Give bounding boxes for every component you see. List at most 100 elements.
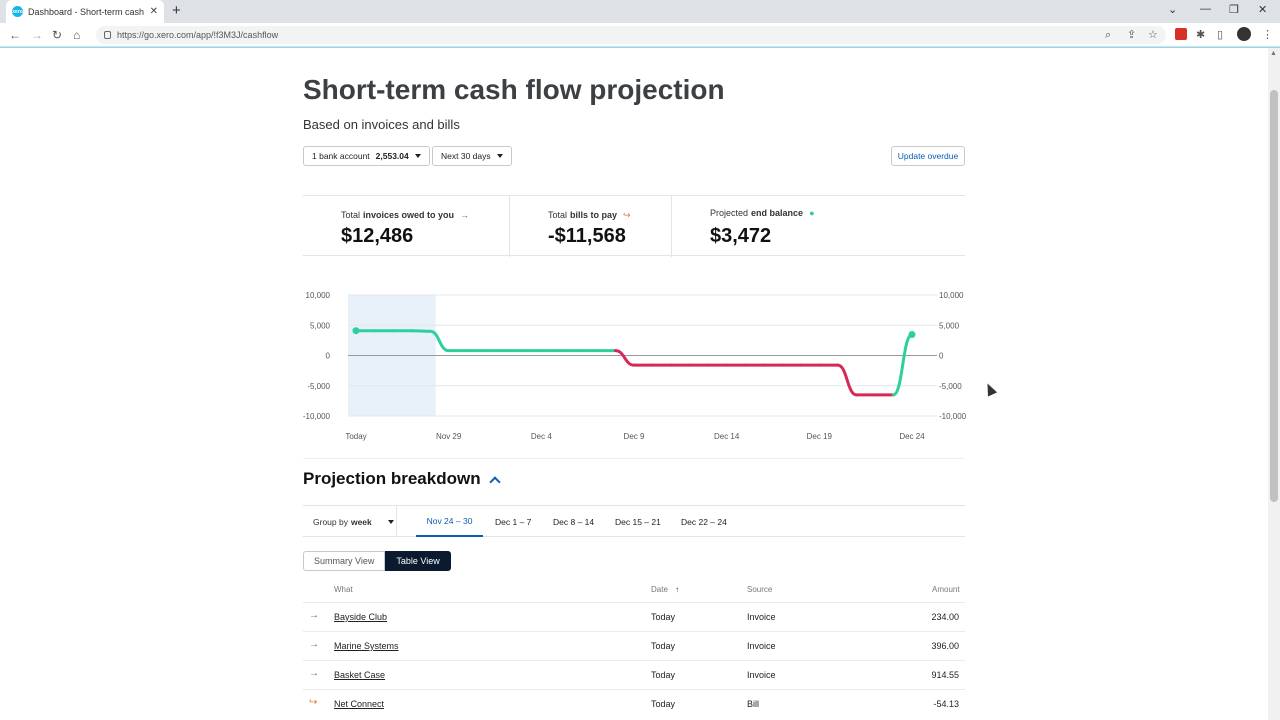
breakdown-title: Projection breakdown bbox=[303, 469, 481, 488]
header-accent-line bbox=[0, 47, 1280, 48]
period-dropdown[interactable]: Next 30 days bbox=[432, 146, 512, 166]
cashflow-chart[interactable]: 10,000 10,000 5,000 5,000 0 0 -5,000 -5,000 -10,… bbox=[300, 285, 970, 445]
profile-avatar[interactable] bbox=[1237, 27, 1251, 41]
summary-balance-prefix: Projected bbox=[710, 208, 749, 218]
tab-title: Dashboard - Short-term cash flo bbox=[28, 6, 146, 17]
arrow-in-icon: → bbox=[309, 639, 319, 650]
bank-account-balance: 2,553.04 bbox=[375, 151, 409, 161]
table-row[interactable]: ↪ Net Connect Today Bill -54.13 bbox=[303, 689, 965, 718]
table-row[interactable]: → Bayside Club Today Invoice 234.00 bbox=[303, 602, 965, 631]
scrollbar-thumb[interactable] bbox=[1270, 90, 1278, 502]
share-icon[interactable]: ⇪ bbox=[1127, 29, 1137, 41]
divider bbox=[396, 506, 397, 537]
week-tab-2[interactable]: Dec 1 – 7 bbox=[495, 516, 532, 527]
row-what-link[interactable]: Basket Case bbox=[334, 670, 386, 680]
row-date: Today bbox=[651, 670, 676, 680]
bookmark-star-icon[interactable]: ☆ bbox=[1148, 29, 1158, 41]
week-tab-1[interactable]: Nov 24 – 30 bbox=[416, 506, 483, 537]
x-tick-label: Dec 4 bbox=[531, 432, 552, 441]
sort-ascending-icon: ↑ bbox=[675, 585, 680, 594]
scroll-up-icon[interactable]: ▲ bbox=[1270, 50, 1277, 57]
zoom-icon[interactable]: ⌕ bbox=[1105, 29, 1112, 41]
row-date: Today bbox=[651, 612, 676, 622]
column-header-date[interactable]: Date ↑ bbox=[651, 585, 679, 594]
series-line-segment bbox=[410, 329, 432, 333]
column-header-date-label: Date bbox=[651, 585, 668, 594]
back-icon[interactable]: ← bbox=[9, 28, 21, 42]
column-header-amount[interactable]: Amount bbox=[932, 585, 960, 594]
row-amount: 396.00 bbox=[931, 641, 959, 651]
row-source: Invoice bbox=[747, 670, 776, 680]
lock-icon bbox=[104, 31, 111, 39]
breakdown-header[interactable]: Projection breakdown bbox=[303, 469, 501, 489]
restore-icon[interactable]: ❐ bbox=[1229, 4, 1239, 16]
x-tick-label: Nov 29 bbox=[436, 432, 462, 441]
summary-invoices-value: $12,486 bbox=[341, 225, 414, 247]
home-icon[interactable]: ⌂ bbox=[73, 28, 81, 42]
summary-bills-prefix: Total bbox=[548, 210, 568, 220]
bank-account-dropdown[interactable]: 1 bank account 2,553.04 bbox=[303, 146, 430, 166]
table-row[interactable]: → Basket Case Today Invoice 914.55 bbox=[303, 660, 965, 689]
page-scrollbar[interactable]: ▲ bbox=[1268, 48, 1280, 720]
window-close-icon[interactable]: ✕ bbox=[1258, 4, 1268, 16]
chevron-up-icon[interactable] bbox=[488, 475, 501, 488]
period-label: Next 30 days bbox=[441, 151, 491, 161]
summary-balance-value: $3,472 bbox=[710, 225, 772, 247]
x-tick-label: Dec 24 bbox=[899, 432, 925, 441]
summary-bills[interactable]: Total bills to pay ↪ -$11,568 bbox=[509, 196, 671, 257]
summary-view-button[interactable]: Summary View bbox=[303, 551, 386, 571]
browser-tab[interactable]: xero Dashboard - Short-term cash flo ✕ bbox=[6, 0, 164, 23]
y-tick-label-left: 10,000 bbox=[306, 291, 331, 300]
summary-bills-value: -$11,568 bbox=[548, 225, 626, 247]
table-view-button[interactable]: Table View bbox=[385, 551, 451, 571]
y-tick-label-right: 10,000 bbox=[939, 291, 964, 300]
url-text: https://go.xero.com/app/!f3M3J/cashflow bbox=[117, 30, 279, 40]
row-amount: 914.55 bbox=[931, 670, 959, 680]
week-tab-5[interactable]: Dec 22 – 24 bbox=[681, 516, 727, 527]
row-date: Today bbox=[651, 641, 676, 651]
forward-icon[interactable]: → bbox=[31, 28, 43, 42]
summary-panel: Total invoices owed to you → $12,486 Tot… bbox=[303, 195, 965, 257]
minimize-icon[interactable]: — bbox=[1200, 3, 1211, 15]
row-what-link[interactable]: Marine Systems bbox=[334, 641, 399, 651]
url-field[interactable]: https://go.xero.com/app/!f3M3J/cashflow bbox=[96, 26, 1166, 44]
y-tick-label-left: -10,000 bbox=[303, 412, 331, 421]
reload-icon[interactable]: ↻ bbox=[52, 28, 63, 42]
table-row[interactable]: → Marine Systems Today Invoice 396.00 bbox=[303, 631, 965, 660]
y-tick-label-left: 5,000 bbox=[310, 321, 331, 330]
tab-search-chevron-icon[interactable]: ⌄ bbox=[1168, 4, 1178, 16]
update-overdue-button[interactable]: Update overdue bbox=[891, 146, 965, 166]
summary-balance[interactable]: Projected end balance ● $3,472 bbox=[671, 196, 965, 257]
y-tick-label-left: 0 bbox=[326, 352, 331, 361]
row-what-link[interactable]: Bayside Club bbox=[334, 612, 388, 622]
row-what-link[interactable]: Net Connect bbox=[334, 699, 385, 709]
group-by-dropdown[interactable]: Group by week bbox=[313, 506, 394, 537]
page-title: Short-term cash flow projection bbox=[303, 74, 725, 105]
row-source: Invoice bbox=[747, 612, 776, 622]
y-tick-label-right: 5,000 bbox=[939, 321, 960, 330]
browser-menu-icon[interactable]: ⋮ bbox=[1262, 29, 1273, 41]
y-tick-label-right: -10,000 bbox=[939, 412, 967, 421]
column-header-what[interactable]: What bbox=[334, 585, 353, 594]
summary-invoices-label: invoices owed to you bbox=[363, 210, 455, 220]
extension-badge-icon[interactable] bbox=[1175, 28, 1187, 40]
view-toggle: Summary View Table View bbox=[303, 551, 451, 571]
extensions-icon[interactable]: ✱ bbox=[1196, 29, 1206, 41]
arrow-in-icon: → bbox=[309, 610, 319, 621]
row-amount: -54.13 bbox=[933, 699, 959, 709]
week-tab-4[interactable]: Dec 15 – 21 bbox=[615, 516, 661, 527]
arrow-in-icon: → bbox=[309, 668, 319, 679]
summary-bills-label: bills to pay bbox=[570, 210, 618, 220]
new-tab-icon[interactable]: + bbox=[172, 2, 181, 19]
browser-tab-bar: xero Dashboard - Short-term cash flo ✕ +… bbox=[0, 0, 1280, 23]
arrow-out-icon: ↪ bbox=[309, 697, 318, 708]
x-tick-label: Dec 9 bbox=[624, 432, 645, 441]
week-tab-3[interactable]: Dec 8 – 14 bbox=[553, 516, 595, 527]
bank-account-label: 1 bank account bbox=[312, 151, 370, 161]
arrow-out-icon: ↪ bbox=[623, 209, 631, 220]
side-panel-icon[interactable]: ▯ bbox=[1217, 29, 1224, 41]
caret-down-icon bbox=[387, 519, 394, 524]
tab-close-icon[interactable]: ✕ bbox=[149, 6, 158, 17]
summary-invoices[interactable]: Total invoices owed to you → $12,486 bbox=[303, 196, 509, 257]
column-header-source[interactable]: Source bbox=[747, 585, 773, 594]
